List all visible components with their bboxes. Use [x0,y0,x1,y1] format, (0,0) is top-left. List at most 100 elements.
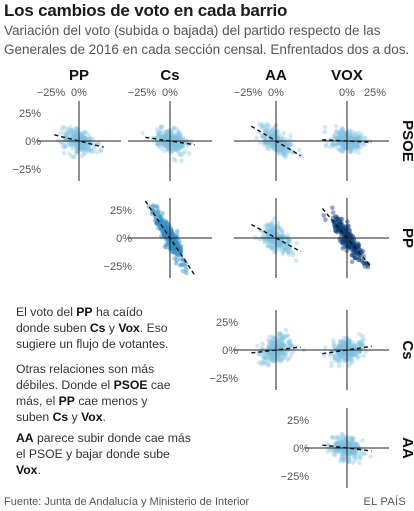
data-point [74,141,79,146]
data-point [346,363,352,369]
data-point [271,223,277,229]
y-tick-label: −25% [104,261,133,273]
data-point [176,149,181,154]
data-point [277,237,283,242]
chart-title: Los cambios de voto en cada barrio [4,1,288,20]
data-point [175,132,181,138]
data-point [175,245,180,251]
data-point [162,143,167,148]
data-point [339,133,345,138]
data-point [65,136,70,141]
data-point [340,149,345,154]
data-point [330,210,336,215]
data-point [180,268,186,274]
data-point [285,249,291,255]
data-point [271,240,277,246]
data-point [345,226,350,231]
data-point [263,140,269,146]
data-point [341,350,347,356]
data-point [76,136,81,141]
data-point [261,354,266,359]
data-point [65,131,71,137]
data-point [346,243,352,248]
x-tick-label: −25% [128,87,157,99]
data-point [164,225,169,230]
data-point [271,341,277,347]
data-point [173,134,179,140]
data-point [335,146,341,152]
data-point [74,151,79,156]
data-point [271,224,277,230]
data-point [271,354,276,359]
data-point [340,129,346,134]
data-point [165,128,170,134]
data-point [174,244,180,250]
data-point [356,145,361,151]
data-point [268,355,274,361]
data-point [280,146,286,151]
data-point [164,232,169,238]
data-point [346,133,352,138]
row-label-cs: Cs [399,340,414,359]
data-point [335,216,340,221]
data-point [283,327,289,333]
data-point [349,350,355,355]
data-point [87,134,92,140]
data-point [279,340,285,346]
data-point [352,344,358,349]
data-point [80,142,85,147]
data-point [364,260,369,266]
row-label-pp: PP [399,228,414,248]
data-point [61,145,67,151]
data-point [351,248,357,253]
data-point [283,143,289,149]
data-point [63,135,69,140]
data-point [174,148,180,153]
data-point [162,148,167,154]
data-point [342,133,348,138]
data-point [337,222,343,227]
data-point [340,143,346,149]
data-point [173,261,179,266]
data-point [86,139,91,144]
data-point [279,332,285,337]
data-point [362,141,368,147]
data-point [357,332,363,337]
data-point [331,221,337,227]
data-point [162,141,167,147]
data-point [348,149,353,155]
data-point [283,355,288,360]
data-point [266,229,271,234]
data-point [338,132,344,138]
data-point [260,122,265,127]
data-point [270,341,276,347]
data-point [350,339,355,345]
data-point [158,227,164,232]
data-point [268,338,274,344]
data-point [264,146,270,151]
data-point [275,136,281,141]
data-point [173,158,178,163]
data-point [338,129,343,135]
data-point [353,350,358,355]
data-point [347,231,353,237]
data-point [286,245,292,251]
data-point [160,134,166,139]
data-point [156,134,162,140]
data-point [158,220,164,225]
data-point [156,143,161,149]
data-point [161,231,166,237]
data-point [349,145,355,150]
data-point [338,221,343,226]
data-point [277,237,283,243]
data-point [346,243,352,249]
data-point [285,232,291,237]
data-point [266,222,271,227]
data-point [339,222,345,228]
data-point [178,144,183,149]
data-point [289,342,294,348]
data-point [334,347,340,352]
data-point [264,227,269,232]
data-point [177,152,183,157]
data-point [267,229,273,235]
